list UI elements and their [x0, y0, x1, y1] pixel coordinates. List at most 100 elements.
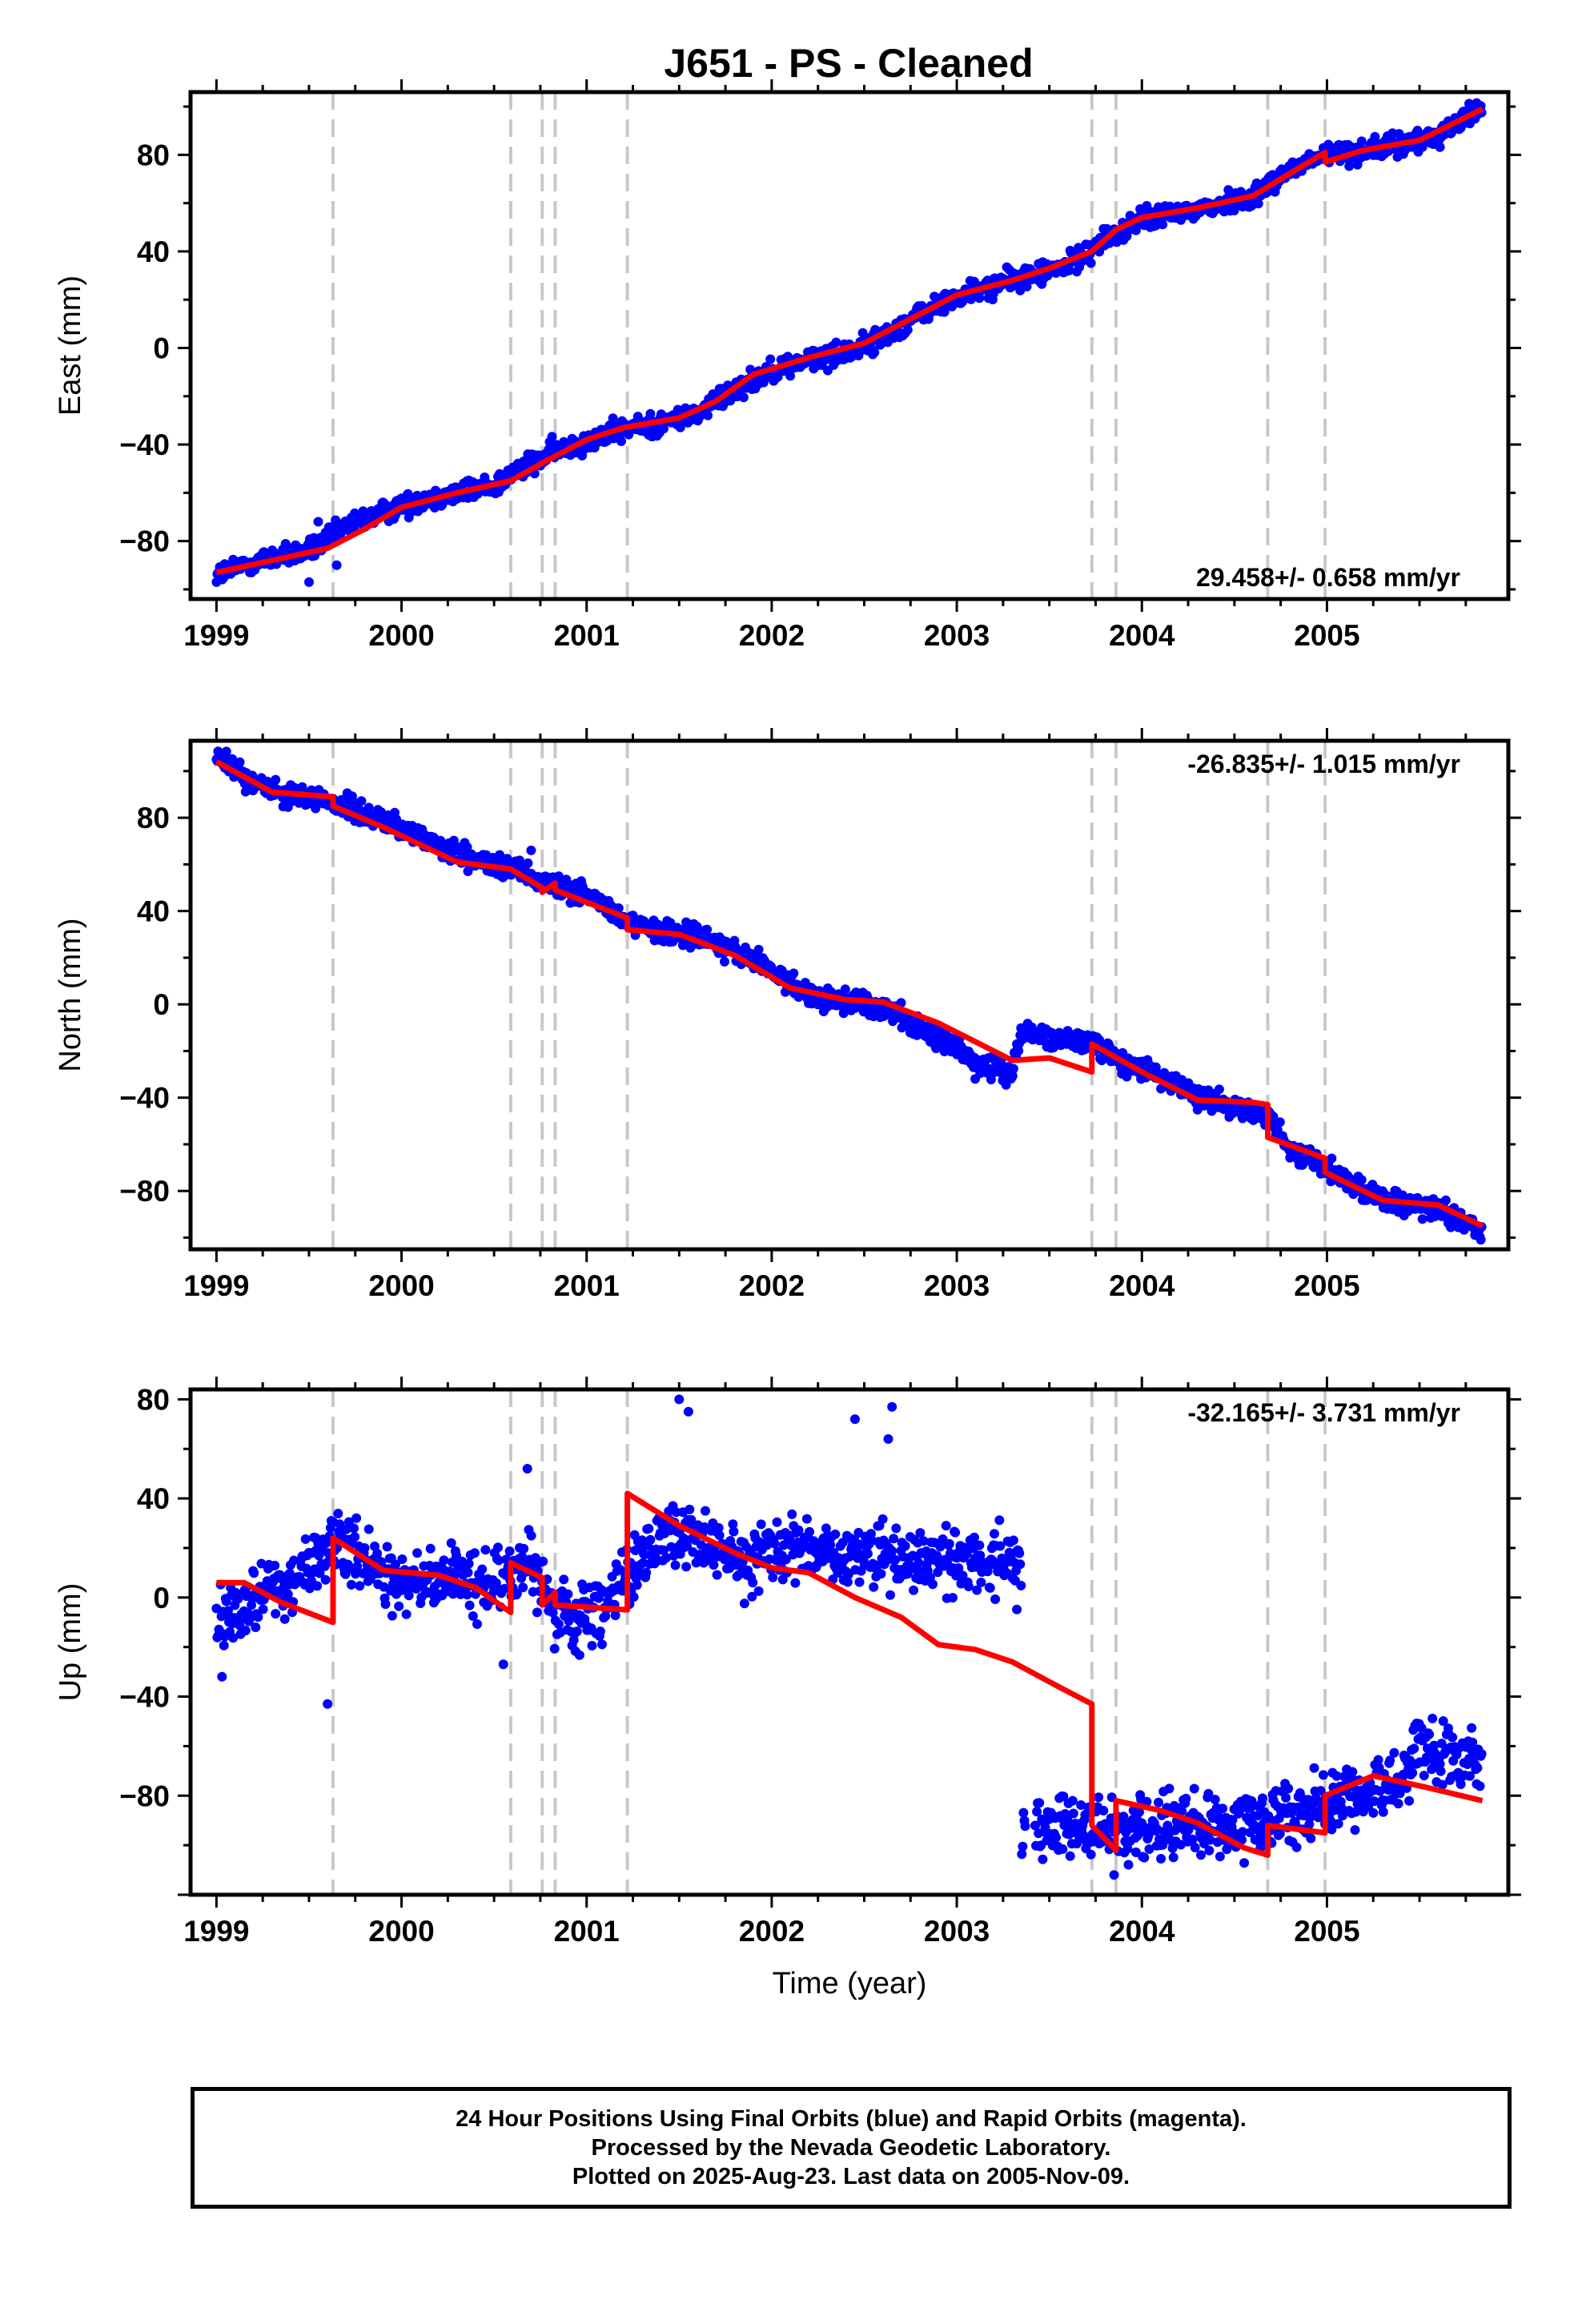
data-point — [994, 1515, 1005, 1526]
data-point — [1356, 136, 1367, 147]
x-tick-label: 2004 — [1109, 1269, 1175, 1302]
data-point — [768, 1572, 778, 1582]
data-point — [391, 1559, 400, 1570]
data-point — [862, 1549, 873, 1559]
data-point — [950, 1527, 961, 1538]
data-point — [900, 1541, 910, 1551]
data-point — [462, 1590, 472, 1600]
data-point — [1008, 1063, 1018, 1074]
data-point — [574, 1650, 584, 1660]
data-point — [1215, 1852, 1225, 1862]
data-point — [659, 424, 669, 434]
data-point — [790, 1578, 801, 1588]
data-point — [464, 1558, 474, 1569]
data-point — [729, 1526, 739, 1537]
data-point — [1058, 1844, 1068, 1854]
data-point — [494, 1555, 504, 1566]
data-point — [632, 1580, 642, 1590]
data-point — [1234, 1807, 1244, 1818]
data-point — [972, 1585, 982, 1595]
plot-frame — [188, 738, 1511, 1252]
data-point — [777, 1574, 788, 1585]
data-point — [1419, 1771, 1429, 1781]
data-point — [532, 1607, 542, 1618]
x-axis: 1999 2000 2001 2002 2003 2004 2005 — [183, 728, 1468, 1302]
data-point — [1370, 131, 1380, 142]
data-point — [311, 803, 321, 814]
data-point — [468, 1611, 478, 1621]
data-point — [1076, 1800, 1086, 1810]
data-point — [346, 1579, 356, 1590]
data-point — [1467, 1723, 1477, 1733]
data-point — [793, 1525, 804, 1535]
data-point — [1440, 1195, 1451, 1205]
data-point — [283, 1589, 293, 1599]
data-point — [279, 1614, 290, 1624]
data-point — [1356, 1175, 1367, 1185]
data-point — [840, 984, 850, 995]
y-axis-label: North (mm) — [54, 918, 87, 1072]
data-point — [613, 903, 624, 913]
data-point — [351, 1569, 361, 1579]
data-point — [249, 1568, 259, 1578]
data-point — [1368, 1807, 1379, 1818]
data-point — [363, 802, 374, 813]
data-point — [320, 1574, 331, 1585]
data-point-outlier — [217, 1671, 227, 1682]
data-point — [1253, 199, 1263, 209]
data-point — [500, 1583, 510, 1594]
data-point — [918, 1536, 929, 1546]
data-point — [885, 1590, 895, 1600]
x-tick-label: 2002 — [739, 619, 805, 652]
model-line — [215, 106, 1484, 576]
data-point — [1437, 1779, 1447, 1790]
data-point — [1034, 1798, 1045, 1808]
data-point — [1012, 1604, 1022, 1614]
x-tick-label: 1999 — [183, 619, 249, 652]
footer-box: 24 Hour Positions Using Final Orbits (bl… — [191, 2087, 1512, 2209]
y-tick-label: 80 — [137, 802, 170, 834]
data-point-outlier — [883, 1433, 893, 1444]
data-point — [1016, 1580, 1026, 1590]
data-point-outlier — [887, 1401, 897, 1412]
data-point — [401, 1609, 412, 1619]
data-point — [1158, 1839, 1168, 1850]
data-point — [1347, 1767, 1358, 1777]
data-point — [640, 1550, 650, 1560]
data-point — [595, 1626, 605, 1637]
data-point — [789, 968, 799, 979]
y-tick-label: −40 — [119, 1681, 170, 1714]
data-point — [1429, 1740, 1439, 1751]
data-point-outlier — [331, 560, 342, 570]
data-point — [1275, 1117, 1285, 1128]
data-point — [1094, 1792, 1104, 1803]
data-point — [256, 1558, 267, 1569]
data-point — [1098, 1806, 1109, 1815]
data-point — [1158, 219, 1168, 230]
data-point — [1344, 161, 1355, 171]
data-point — [1395, 1788, 1405, 1799]
y-tick-label: 0 — [153, 988, 170, 1021]
data-point — [1472, 1763, 1483, 1773]
data-point — [772, 1517, 782, 1527]
data-point — [1187, 1834, 1198, 1844]
data-point — [913, 1558, 924, 1568]
data-point — [1435, 1766, 1446, 1776]
y-tick-label: −40 — [119, 1082, 170, 1115]
y-tick-label: 80 — [137, 1383, 170, 1416]
data-point — [1383, 1785, 1394, 1795]
data-point — [1306, 1833, 1316, 1844]
data-point — [1203, 1085, 1214, 1096]
data-point — [1051, 1832, 1061, 1843]
data-point — [333, 1509, 343, 1518]
data-point — [228, 1633, 239, 1643]
model-line-group — [216, 1490, 1484, 1858]
data-point — [340, 1569, 351, 1579]
figure-title: J651 - PS - Cleaned — [664, 41, 1033, 86]
data-point-outlier — [522, 1464, 532, 1474]
data-point — [1038, 1854, 1048, 1864]
data-point — [1205, 1835, 1215, 1845]
data-point — [645, 1534, 656, 1545]
x-axis: 1999 2000 2001 2002 2003 2004 2005 — [183, 1377, 1468, 1948]
